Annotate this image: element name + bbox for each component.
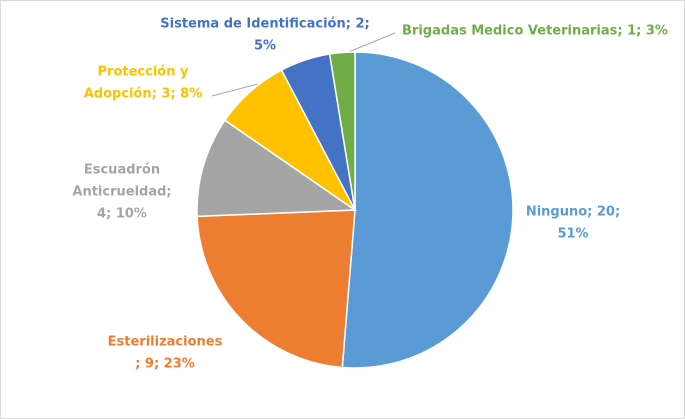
pie-slice	[196, 119, 358, 218]
data-label: Protección y	[98, 65, 189, 80]
data-label: Adopción; 3; 8%	[84, 87, 203, 102]
leader-line	[345, 32, 396, 54]
data-label: Anticrueldad;	[72, 185, 171, 200]
data-label: Brigadas Medico Veterinarias; 1; 3%	[402, 24, 668, 39]
pie-slice	[341, 51, 514, 369]
data-label: 5%	[254, 39, 276, 54]
data-label: Sistema de Identificación; 2;	[160, 17, 369, 32]
data-label: Esterilizaciones	[108, 335, 223, 350]
data-label: 51%	[557, 227, 588, 242]
data-label: 4; 10%	[97, 207, 147, 222]
data-label: ; 9; 23%	[135, 357, 195, 372]
leader-line	[211, 83, 259, 97]
pie-slice	[196, 209, 356, 369]
data-label: Escuadrón	[84, 163, 160, 178]
pie-slice	[328, 51, 356, 211]
data-label: Ninguno; 20;	[526, 205, 620, 220]
